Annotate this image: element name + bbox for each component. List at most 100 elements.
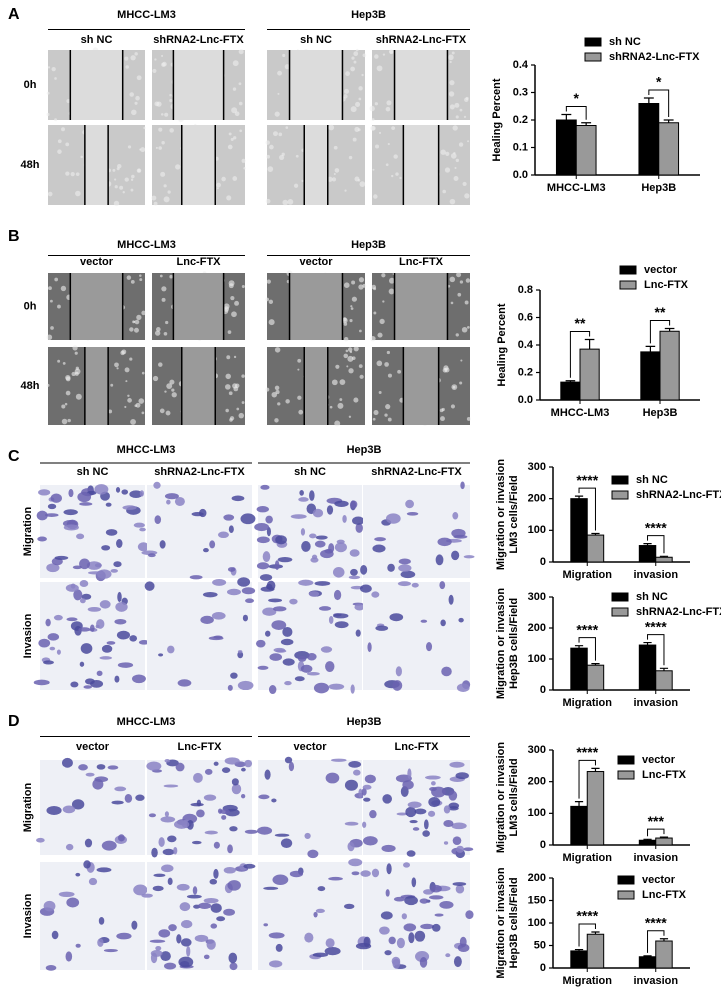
cell [241,158,246,163]
micrograph [359,581,471,692]
bar [655,670,673,691]
cell [331,379,338,386]
cell [359,329,362,333]
cell [293,183,299,188]
cell [449,276,456,283]
cell [352,137,357,142]
cell [459,108,463,112]
cell [268,932,285,939]
cell [169,274,173,279]
cell [398,564,412,572]
cell [231,311,237,318]
legend-label: shRNA2-Lnc-FTX [636,606,721,618]
legend-label: sh NC [636,591,668,603]
condition-label: shRNA2-Lnc-FTX [376,34,467,46]
cell [124,367,130,373]
y-tick-label: 0.0 [518,394,533,406]
cell [204,768,213,775]
cell [378,131,382,135]
cell [161,297,166,302]
cell [277,70,282,76]
cell [355,523,363,533]
cell [175,164,181,170]
cell [298,409,304,415]
cell [309,533,317,539]
cell [388,288,395,295]
cell [439,901,454,909]
cell [116,932,132,940]
y-axis-title: Migration or invasion [495,588,507,700]
micrograph [372,347,471,426]
bar [579,348,600,401]
micrograph [369,49,470,121]
legend-label: shRNA2-Lnc-FTX [636,489,721,501]
cell [359,181,366,188]
cell [279,154,285,161]
cell [65,584,79,592]
cell [274,111,280,117]
cell [375,625,389,631]
cell [282,658,295,666]
cell [135,794,145,801]
cell [348,415,352,418]
cell [277,402,281,406]
cell [169,93,172,97]
cell [402,780,414,790]
cell [449,60,452,64]
micrograph [152,49,245,122]
cell [266,154,271,159]
cell [450,404,456,409]
cell [159,274,163,278]
cell [452,125,458,131]
error-bar [591,532,600,536]
cell [345,71,350,77]
y-tick-label: 0.2 [518,366,533,378]
cell [298,497,309,502]
cell [265,140,270,145]
cell [400,570,416,579]
cell [414,808,427,815]
cell [326,505,334,515]
cell [164,493,179,500]
cell [290,514,307,519]
cell [129,357,133,361]
cell [277,92,280,95]
significance-label: *** [648,813,665,829]
condition-label: vector [299,256,333,268]
cell [239,129,243,133]
cell [320,646,333,653]
cell [121,489,129,495]
cell [397,581,412,587]
cell [266,580,276,591]
cell [440,149,446,155]
group-label: MHCC-LM3 [117,716,176,728]
cell [381,273,386,278]
cell [382,300,385,303]
cell [113,200,120,207]
cell [414,930,426,942]
cell [317,886,326,892]
cell [443,805,451,814]
cell [406,850,416,857]
bar [638,956,657,969]
cell [364,774,376,784]
cell [282,626,293,637]
cell [427,810,436,817]
cell [57,304,61,309]
cell [206,939,216,950]
cell [466,325,470,329]
cell [134,52,138,56]
cell [160,171,166,177]
cell [241,374,245,378]
cell [79,580,89,588]
cell [56,649,61,655]
cell [198,902,212,909]
cell [47,633,60,641]
cell [130,279,135,284]
cell [152,68,157,74]
bar [570,647,588,691]
cell [258,794,270,800]
error-bar [643,955,652,957]
cell [50,326,54,330]
legend-swatch [611,490,629,500]
